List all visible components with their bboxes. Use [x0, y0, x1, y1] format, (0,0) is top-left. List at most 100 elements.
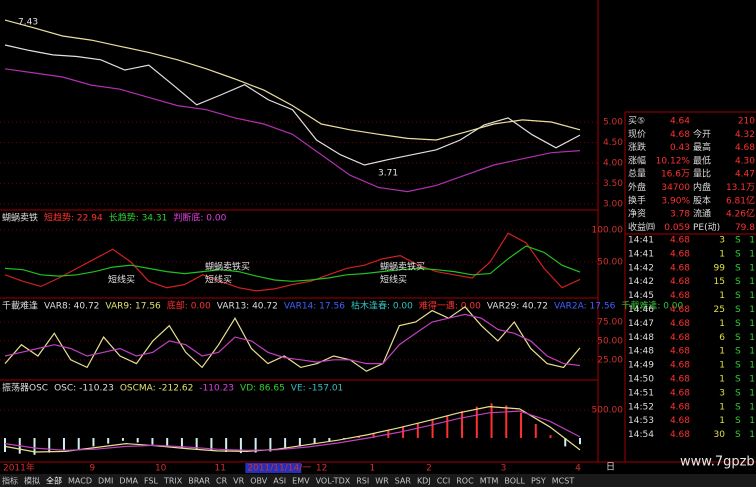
tab[interactable]: SAR	[395, 477, 412, 486]
indicator-label: 枯木逢春: 0.00	[351, 300, 413, 312]
trade-cell: 14:49	[628, 361, 654, 371]
trade-cell: 4.68	[670, 319, 690, 329]
trade-cell: 25	[714, 305, 725, 315]
x-tick-label: 2011年	[3, 462, 35, 474]
trade-cell: 4.68	[670, 375, 690, 385]
trade-cell: S	[735, 305, 741, 315]
quote-label: 最高	[693, 141, 711, 153]
tab[interactable]: MCST	[552, 477, 575, 486]
series-line	[4, 19, 581, 141]
quote-label: 总量	[628, 168, 646, 180]
tab[interactable]: ASI	[273, 477, 286, 486]
annotation: 蝴蜗卖铁买	[205, 261, 250, 273]
series-line	[4, 313, 581, 367]
y-tick-label: 50.00	[597, 258, 623, 268]
trade-cell: 14:47	[628, 319, 654, 329]
tab[interactable]: WR	[375, 477, 389, 486]
trade-cell: 1	[749, 416, 755, 426]
trade-cell: 1	[749, 305, 755, 315]
indicator-label: 振荡器OSC	[2, 382, 48, 394]
quote-label: 最低	[693, 154, 711, 166]
trade-cell: 1	[749, 333, 755, 343]
tab[interactable]: OBV	[250, 477, 268, 486]
tab[interactable]: 指标	[2, 476, 18, 486]
tab[interactable]: VOL-TDX	[316, 477, 351, 486]
annotation: 短线买	[380, 274, 407, 286]
trade-cell: S	[735, 347, 741, 357]
period[interactable]: 日	[606, 462, 615, 473]
quote-value: 3.90%	[661, 196, 690, 206]
quote-label: 净资	[628, 208, 646, 220]
tab[interactable]: FSL	[144, 477, 159, 486]
x-tick-label: 2011/11/14/一	[247, 464, 311, 474]
tab[interactable]: KDJ	[417, 477, 431, 486]
trade-cell: 14:45	[628, 291, 654, 301]
tab[interactable]: EMV	[292, 477, 310, 486]
annotation: 蝴蜗卖铁买	[380, 261, 425, 273]
trade-cell: 99	[714, 263, 726, 273]
trade-cell: 14:52	[628, 402, 654, 412]
trade-cell: 1	[719, 319, 725, 329]
indicator-label: -110.23	[199, 384, 234, 394]
tab[interactable]: CCI	[437, 477, 451, 486]
indicator-label: OSC: -110.23	[54, 384, 114, 394]
tab[interactable]: VR	[233, 477, 244, 486]
quote-value: 79.8	[735, 223, 755, 233]
tab[interactable]: TRIX	[163, 477, 183, 486]
y-tick-label: 75.00	[597, 317, 623, 327]
tab[interactable]: BRAR	[188, 477, 210, 486]
tab[interactable]: DMI	[98, 477, 113, 486]
trade-cell: 1	[749, 249, 755, 259]
y-tick-label: 25.00	[597, 355, 623, 365]
tab-bar	[0, 474, 756, 487]
trade-cell: 3	[719, 388, 725, 398]
y-tick-label: 4.50	[603, 138, 623, 148]
trade-cell: 6	[719, 333, 725, 343]
tab[interactable]: PSY	[531, 477, 546, 486]
quote-value: 4.47	[735, 170, 755, 180]
trade-cell: S	[735, 361, 741, 371]
tab[interactable]: 全部	[46, 476, 62, 486]
trade-cell: 1	[749, 277, 755, 287]
tab[interactable]: DMA	[119, 477, 138, 486]
indicator-label: 判断底: 0.00	[173, 212, 226, 224]
trade-cell: S	[735, 430, 741, 440]
tab[interactable]: MTM	[480, 477, 499, 486]
trade-cell: 1	[749, 319, 755, 329]
trade-cell: 1	[749, 375, 755, 385]
x-tick-label: 4	[575, 464, 581, 474]
y-tick-label: 500.00	[592, 405, 624, 415]
trade-cell: 1	[719, 291, 725, 301]
tab[interactable]: 模拟	[24, 476, 40, 486]
indicator-label: OSCMA: -212.62	[120, 384, 193, 394]
trade-cell: 1	[719, 416, 725, 426]
indicator-label: VE: -157.01	[291, 384, 343, 394]
trade-cell: 1	[749, 402, 755, 412]
indicator-label: 千載难逢	[2, 300, 38, 312]
quote-label: 今开	[693, 128, 711, 140]
indicator-label: VAR8: 40.72	[44, 302, 99, 312]
tab[interactable]: RSI	[356, 477, 369, 486]
tab[interactable]: ROC	[456, 477, 474, 486]
y-tick-label: 100.00	[592, 225, 624, 235]
trade-cell: 4.68	[670, 333, 690, 343]
trade-cell: 1	[749, 291, 755, 301]
cursor-date-box	[245, 463, 302, 473]
annotation: 3.71	[378, 169, 398, 179]
trade-cell: 4.68	[670, 347, 690, 357]
quote-value: 4.26亿	[726, 208, 755, 220]
trade-cell: S	[735, 333, 741, 343]
tab[interactable]: CR	[216, 477, 228, 486]
quote-label: 外盘	[628, 181, 646, 193]
trade-cell: 1	[749, 263, 755, 273]
quote-value: 4.68	[735, 143, 755, 153]
annotation: 短线买	[205, 274, 232, 286]
indicator-label: 难得一遇: 0.00	[419, 300, 481, 312]
tab[interactable]: BOLL	[504, 477, 525, 486]
trade-cell: 14:51	[628, 388, 654, 398]
tab[interactable]: MACD	[68, 477, 92, 486]
annotation: 短线买	[108, 274, 135, 286]
indicator-label: VAR29: 40.72	[487, 302, 548, 312]
